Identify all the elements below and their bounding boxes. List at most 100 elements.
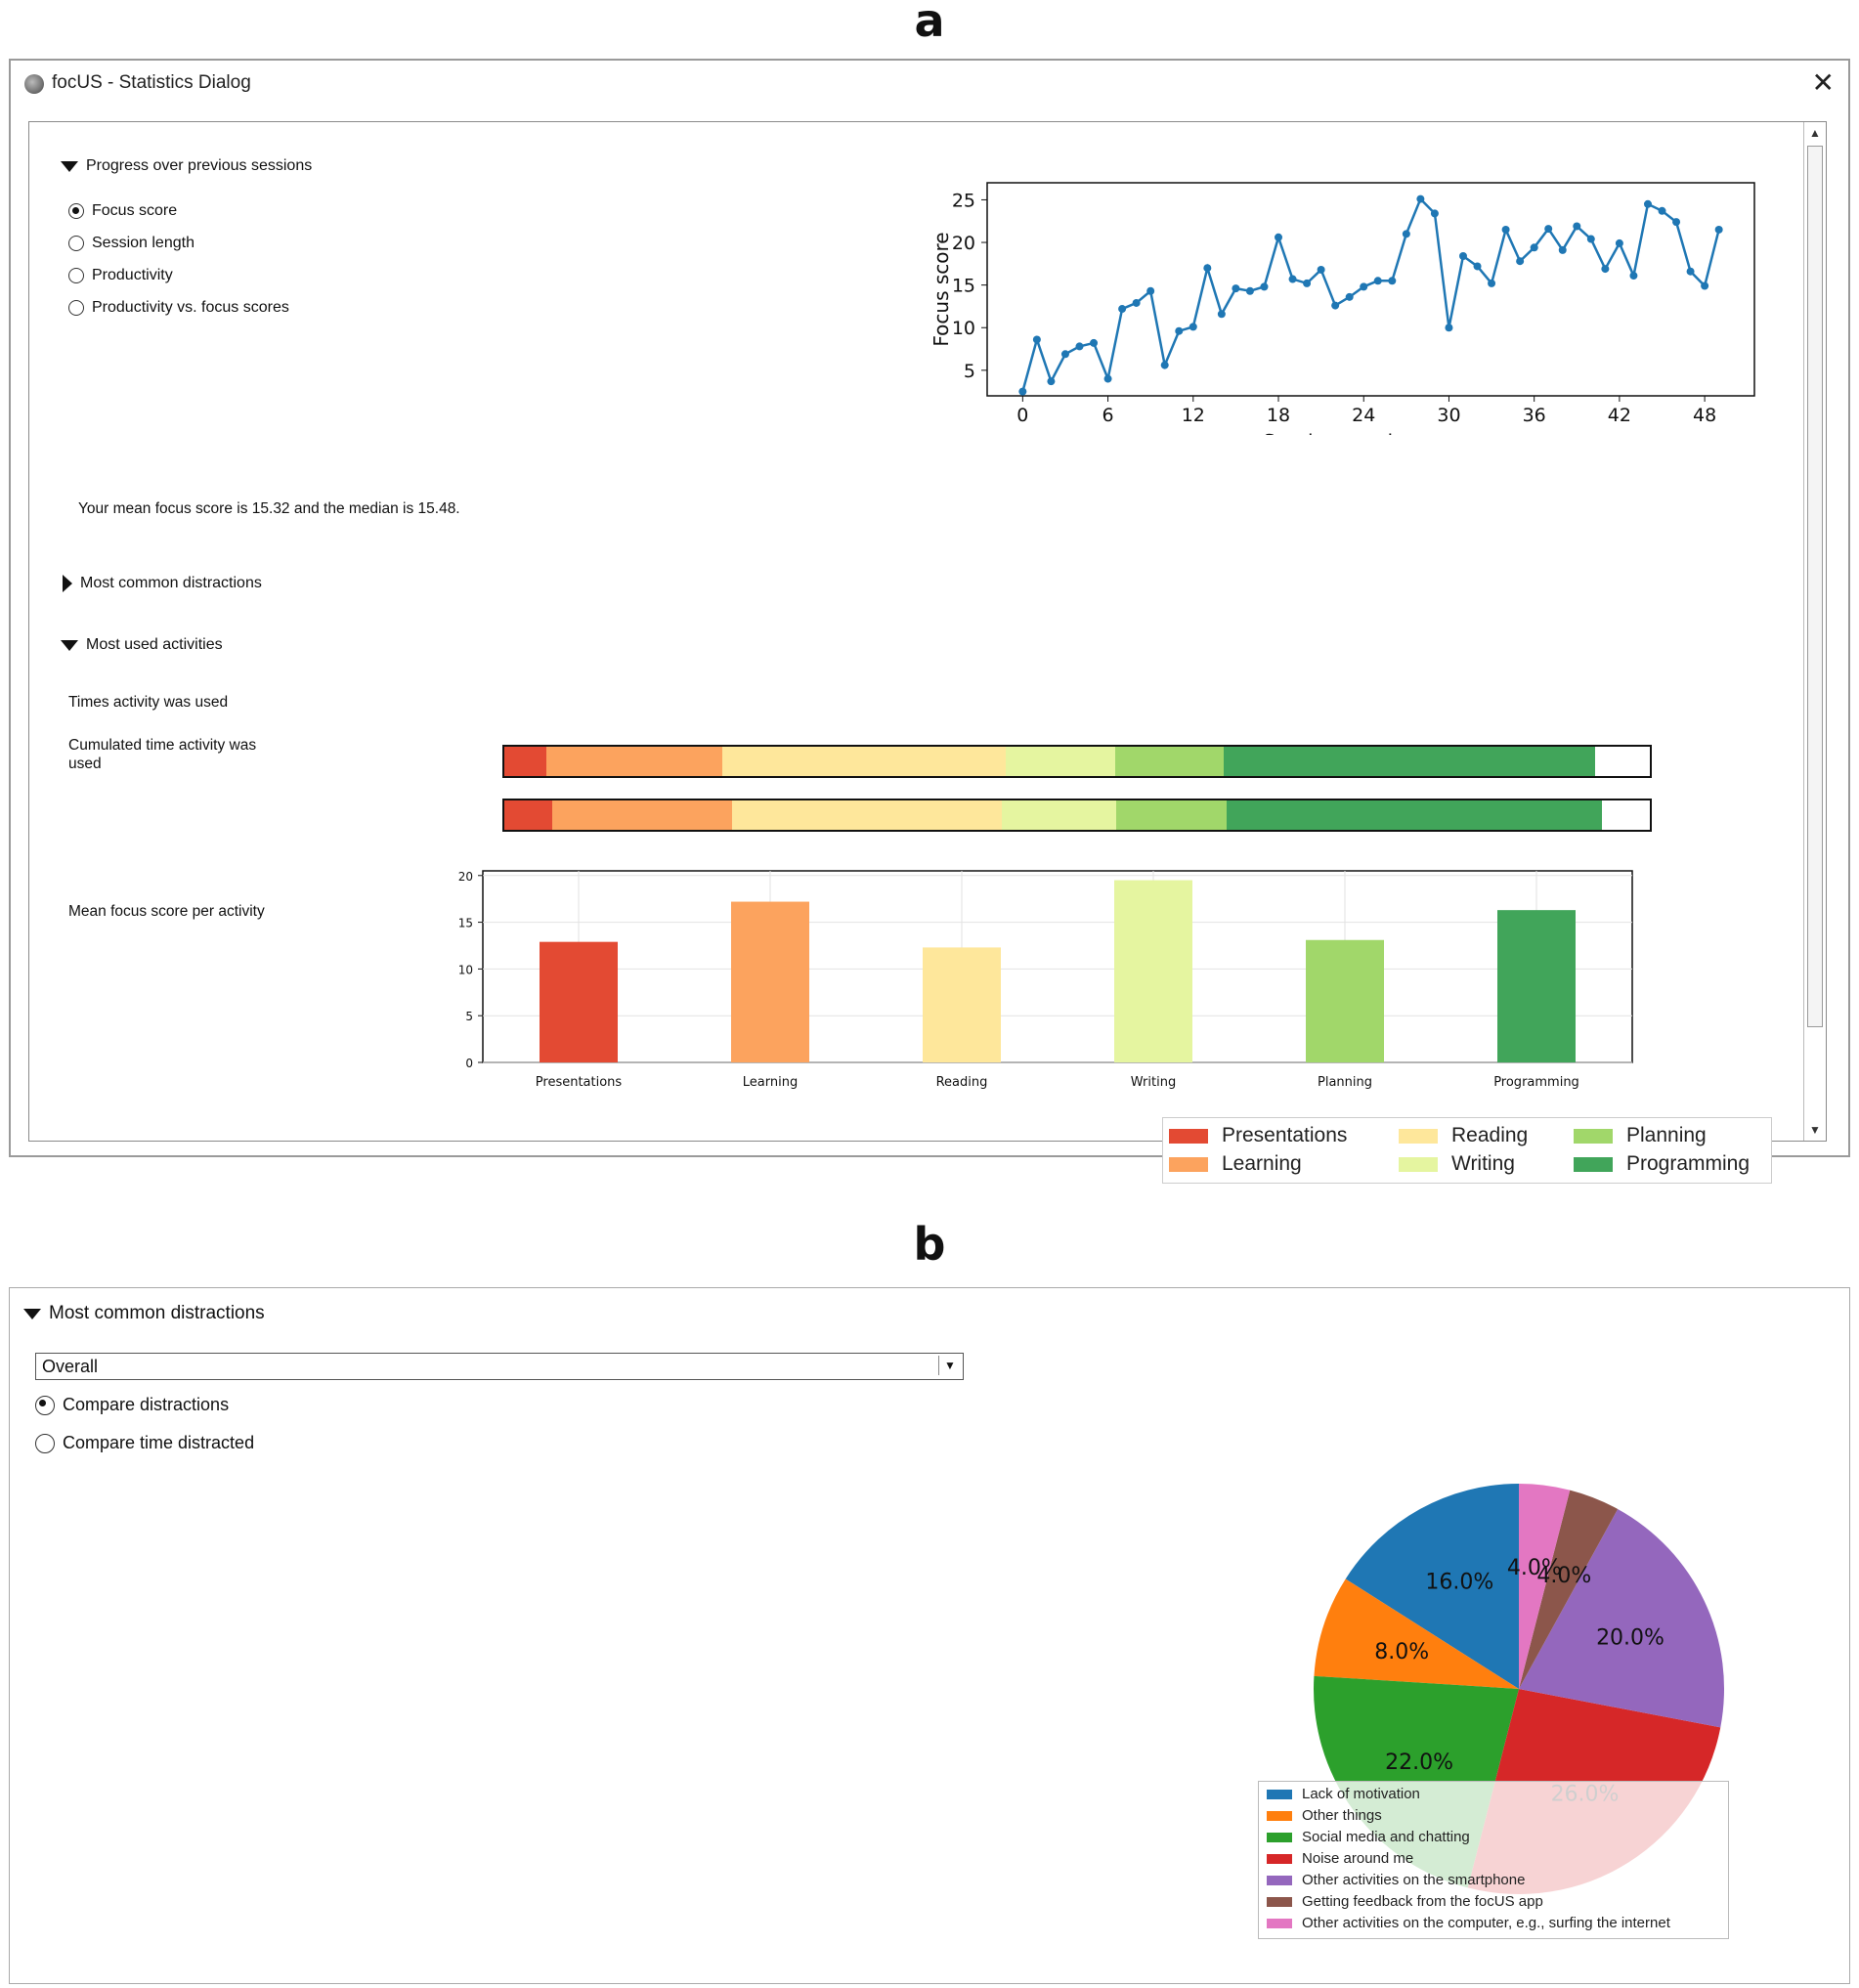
- x-tick-label: 18: [1267, 405, 1290, 426]
- pie-legend-item: Lack of motivation: [1267, 1786, 1420, 1802]
- y-tick-label: 10: [458, 963, 473, 976]
- data-point: [1501, 225, 1510, 234]
- y-tick-label: 15: [952, 276, 975, 297]
- chevron-down-icon[interactable]: ▼: [938, 1356, 961, 1375]
- stacked-segment: [546, 747, 722, 776]
- x-tick-label: Learning: [743, 1075, 798, 1090]
- data-point: [1586, 235, 1595, 243]
- times-used-stacked-bar: [502, 745, 1652, 778]
- distractions-panel-toggle[interactable]: Most common distractions: [23, 1303, 265, 1324]
- pie-slice: [1519, 1508, 1724, 1728]
- y-tick-label: 15: [458, 917, 473, 930]
- radio-compare-distractions[interactable]: Compare distractions: [35, 1395, 229, 1415]
- close-icon[interactable]: ✕: [1811, 67, 1835, 98]
- mean-focus-label: Mean focus score per activity: [68, 903, 265, 920]
- pie-legend-item: Other things: [1267, 1807, 1382, 1824]
- activities-section-toggle[interactable]: Most used activities: [61, 636, 223, 654]
- radio-button[interactable]: [68, 300, 84, 316]
- data-point: [1217, 310, 1226, 319]
- progress-section-toggle[interactable]: Progress over previous sessions: [61, 157, 312, 175]
- legend-swatch: [1267, 1918, 1292, 1928]
- dropdown-value: Overall: [42, 1357, 99, 1376]
- y-tick-label: 10: [952, 318, 975, 339]
- dialog-content: ▲ ▼ Progress over previous sessions Focu…: [28, 121, 1827, 1142]
- legend-swatch: [1267, 1832, 1292, 1842]
- data-point: [1615, 238, 1623, 247]
- data-point: [1275, 233, 1283, 241]
- data-point: [1103, 374, 1112, 383]
- data-point: [1175, 326, 1184, 335]
- distraction-filter-dropdown[interactable]: Overall ▼: [35, 1353, 964, 1380]
- stacked-segment: [732, 800, 1002, 830]
- distractions-panel-title: Most common distractions: [49, 1303, 265, 1323]
- data-point: [1160, 361, 1169, 369]
- data-point: [1629, 272, 1638, 281]
- data-point: [1430, 209, 1439, 218]
- data-point: [1516, 257, 1525, 266]
- data-point: [1601, 265, 1610, 274]
- data-point: [1573, 222, 1581, 231]
- y-tick-label: 5: [964, 361, 975, 382]
- radio-button[interactable]: [68, 203, 84, 219]
- data-point: [1245, 286, 1254, 295]
- expanded-triangle-icon: [61, 639, 78, 651]
- radio-productivity[interactable]: Productivity: [68, 267, 173, 284]
- radio-label: Session length: [92, 235, 195, 251]
- data-point: [1146, 286, 1155, 295]
- data-point: [1360, 282, 1368, 291]
- legend-label: Noise around me: [1302, 1850, 1414, 1867]
- data-point: [1018, 387, 1027, 396]
- y-axis-label: Focus score: [930, 232, 953, 346]
- scroll-thumb[interactable]: [1807, 146, 1823, 1027]
- radio-compare-time[interactable]: Compare time distracted: [35, 1433, 254, 1453]
- focus-score-summary: Your mean focus score is 15.32 and the m…: [78, 500, 460, 517]
- data-point: [1032, 335, 1041, 344]
- scroll-down-arrow-icon[interactable]: ▼: [1809, 1123, 1821, 1137]
- radio-button[interactable]: [35, 1433, 55, 1453]
- plot-frame: [482, 870, 1633, 1063]
- scroll-up-arrow-icon[interactable]: ▲: [1809, 126, 1821, 140]
- data-point: [1132, 298, 1141, 307]
- pie-legend-item: Social media and chatting: [1267, 1829, 1470, 1845]
- legend-swatch: [1267, 1875, 1292, 1885]
- y-tick-label: 25: [952, 190, 975, 211]
- radio-button[interactable]: [35, 1395, 55, 1415]
- radio-session-length[interactable]: Session length: [68, 235, 195, 252]
- legend-swatch: [1399, 1128, 1438, 1144]
- data-point: [1402, 230, 1410, 238]
- legend-swatch: [1399, 1156, 1438, 1172]
- data-point: [1488, 279, 1496, 287]
- bar: [923, 947, 1001, 1062]
- stacked-segment: [1114, 747, 1224, 776]
- radio-focus-score[interactable]: Focus score: [68, 202, 177, 220]
- x-tick-label: 36: [1523, 405, 1546, 426]
- x-tick-label: 24: [1352, 405, 1375, 426]
- distractions-section-toggle[interactable]: Most common distractions: [63, 575, 262, 592]
- data-point: [1060, 350, 1069, 359]
- legend-label: Lack of motivation: [1302, 1786, 1420, 1802]
- y-tick-label: 20: [458, 870, 473, 884]
- stacked-segment: [1006, 747, 1115, 776]
- radio-label: Productivity vs. focus scores: [92, 299, 289, 316]
- app-icon: [24, 74, 44, 94]
- radio-label: Focus score: [92, 202, 178, 219]
- x-tick-label: 6: [1102, 405, 1114, 426]
- x-tick-label: 30: [1437, 405, 1460, 426]
- vertical-scrollbar[interactable]: ▲ ▼: [1803, 122, 1826, 1141]
- data-point: [1544, 225, 1553, 234]
- activities-section-title: Most used activities: [86, 636, 223, 653]
- x-tick-label: Writing: [1131, 1075, 1176, 1090]
- x-tick-label: Reading: [936, 1075, 988, 1090]
- x-tick-label: 42: [1608, 405, 1631, 426]
- legend-label: Other activities on the computer, e.g., …: [1302, 1915, 1670, 1931]
- data-point: [1345, 292, 1354, 301]
- stacked-segment: [504, 747, 547, 776]
- data-point: [1317, 265, 1325, 274]
- radio-button[interactable]: [68, 236, 84, 251]
- radio-productivity-vs-focus[interactable]: Productivity vs. focus scores: [68, 299, 289, 317]
- radio-button[interactable]: [68, 268, 84, 283]
- stacked-segment: [1115, 800, 1228, 830]
- data-point: [1643, 199, 1652, 208]
- x-tick-label: 48: [1693, 405, 1716, 426]
- stacked-segment: [721, 747, 1007, 776]
